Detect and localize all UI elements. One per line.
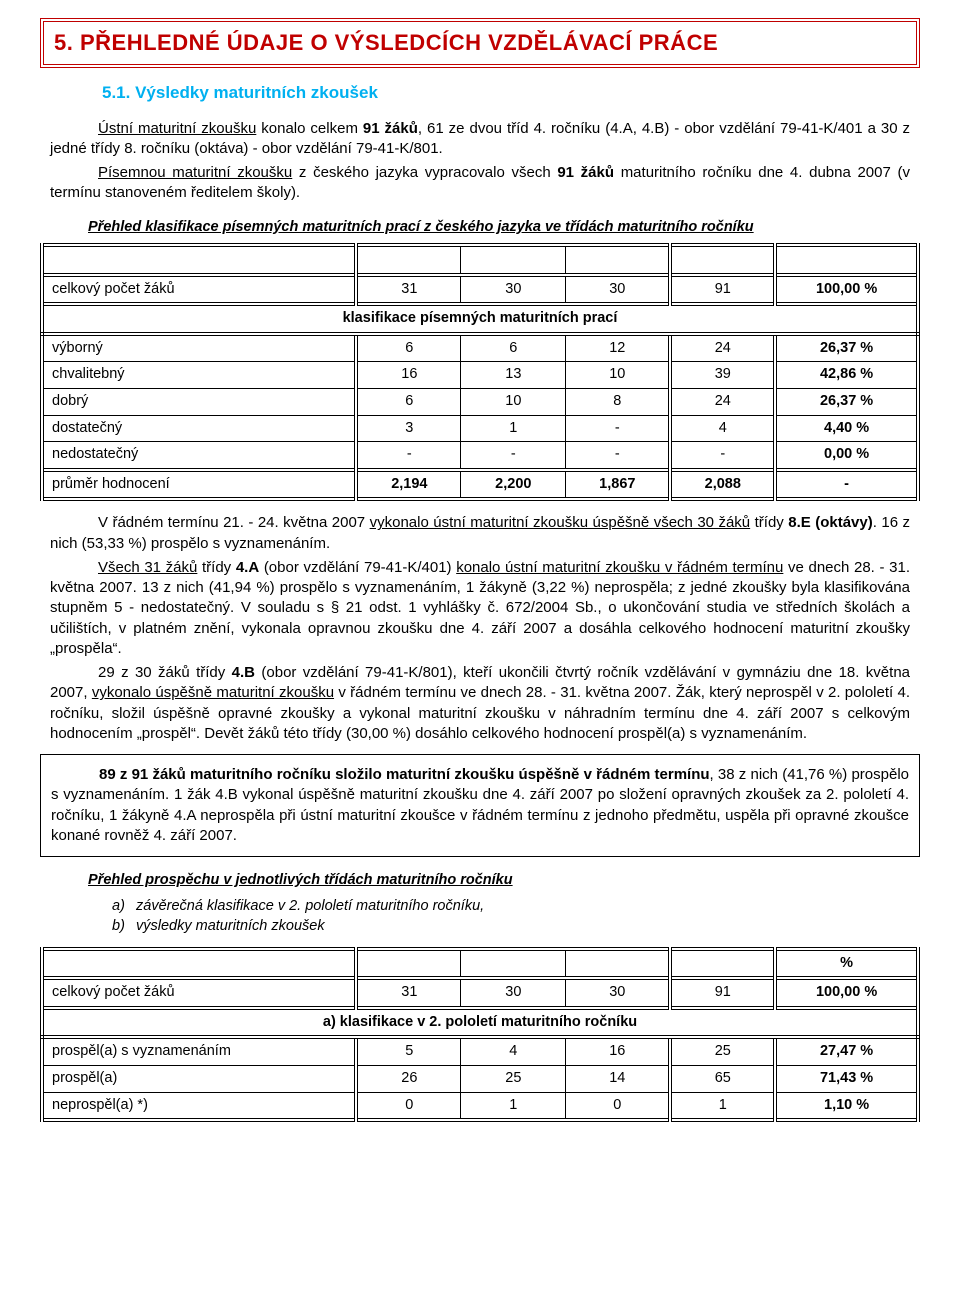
table1-avg-label: průměr hodnocení [42,470,356,500]
table1-caption: Přehled klasifikace písemných maturitníc… [88,218,920,238]
table2: % celkový počet žáků 31 30 30 91 100,00 … [40,947,920,1122]
page-title-box: 5. PŘEHLEDNÉ ÚDAJE O VÝSLEDCÍCH VZDĚLÁVA… [40,18,920,68]
section-subtitle: 5.1. Výsledky maturitních zkoušek [102,82,920,105]
intro-p2-u: Písemnou maturitní zkoušku [98,164,292,181]
table2-total-label: celkový počet žáků [42,978,356,1008]
table2-caption: Přehled prospěchu v jednotlivých třídách… [88,871,920,891]
table2-pct-header: % [775,949,918,979]
table1: celkový počet žáků 31 30 30 91 100,00 % … [40,243,920,501]
mid-p1: V řádném termínu 21. - 24. května 2007 v… [50,513,910,554]
table1-total-label: celkový počet žáků [42,275,356,305]
intro-p1-u: Ústní maturitní zkoušku [98,120,256,137]
intro-block: Ústní maturitní zkoušku konalo celkem 91… [50,119,910,204]
mid-p3: 29 z 30 žáků třídy 4.B (obor vzdělání 79… [50,663,910,744]
table2-section-header: a) klasifikace v 2. pololetí maturitního… [42,1008,918,1038]
mid-p2: Všech 31 žáků třídy 4.A (obor vzdělání 7… [50,558,910,659]
table1-section-header: klasifikace písemných maturitních prací [42,304,918,334]
summary-box: 89 z 91 žáků maturitního ročníku složilo… [40,754,920,857]
intro-p2: Písemnou maturitní zkoušku z českého jaz… [50,163,910,204]
summary-text: 89 z 91 žáků maturitního ročníku složilo… [51,765,909,846]
table2-legend: a)závěrečná klasifikace v 2. pololetí ma… [112,897,920,937]
middle-paragraphs: V řádném termínu 21. - 24. května 2007 v… [50,513,910,744]
page-title: 5. PŘEHLEDNÉ ÚDAJE O VÝSLEDCÍCH VZDĚLÁVA… [54,28,906,58]
intro-p1: Ústní maturitní zkoušku konalo celkem 91… [50,119,910,160]
